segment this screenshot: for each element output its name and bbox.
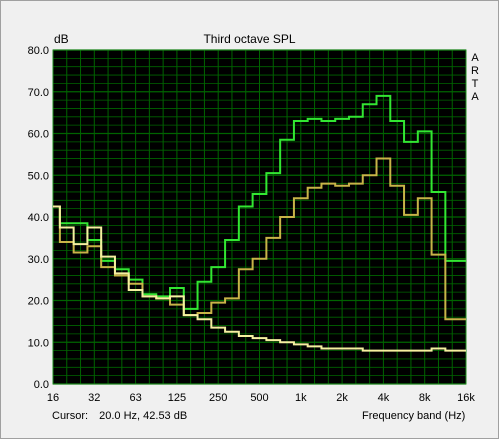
x-axis-label: Frequency band (Hz) [362, 410, 466, 422]
x-tick-label: 2k [336, 392, 348, 404]
x-tick-label: 63 [129, 392, 141, 404]
y-tick-label: 40.0 [28, 212, 49, 224]
plot-border [52, 49, 467, 385]
y-tick-label: 20.0 [28, 296, 49, 308]
series-line-1 [53, 94, 466, 310]
y-tick-label: 80.0 [28, 45, 49, 57]
series-line-2 [53, 157, 466, 321]
cursor-value: 20.0 Hz, 42.53 dB [99, 410, 188, 422]
x-tick-label: 1k [295, 392, 307, 404]
cursor-readout: Cursor: 20.0 Hz, 42.53 dB [52, 410, 187, 422]
x-tick-label: 4k [378, 392, 390, 404]
brand-letter: T [471, 78, 479, 90]
x-tick-label: 125 [168, 392, 186, 404]
y-tick-label: 50.0 [28, 170, 49, 182]
x-tick-label: 16k [457, 392, 475, 404]
y-axis-unit: dB [54, 32, 69, 46]
x-tick-label: 16 [47, 392, 59, 404]
y-tick-label: 0.0 [34, 379, 49, 391]
x-tick-label: 500 [250, 392, 268, 404]
x-tick-label: 8k [419, 392, 431, 404]
y-tick-label: 60.0 [28, 129, 49, 141]
y-tick-label: 30.0 [28, 254, 49, 266]
cursor-label: Cursor: [52, 410, 89, 422]
x-tick-label: 250 [209, 392, 227, 404]
chart-title: Third octave SPL [203, 32, 296, 46]
series-line-3 [53, 205, 466, 352]
y-tick-label: 10.0 [28, 337, 49, 349]
x-tick-label: 32 [88, 392, 100, 404]
brand-letter: A [471, 91, 479, 103]
brand-letter: A [471, 52, 479, 64]
y-tick-label: 70.0 [28, 87, 49, 99]
brand-letter: R [471, 65, 479, 77]
arta-brand: A R T A [469, 52, 481, 104]
